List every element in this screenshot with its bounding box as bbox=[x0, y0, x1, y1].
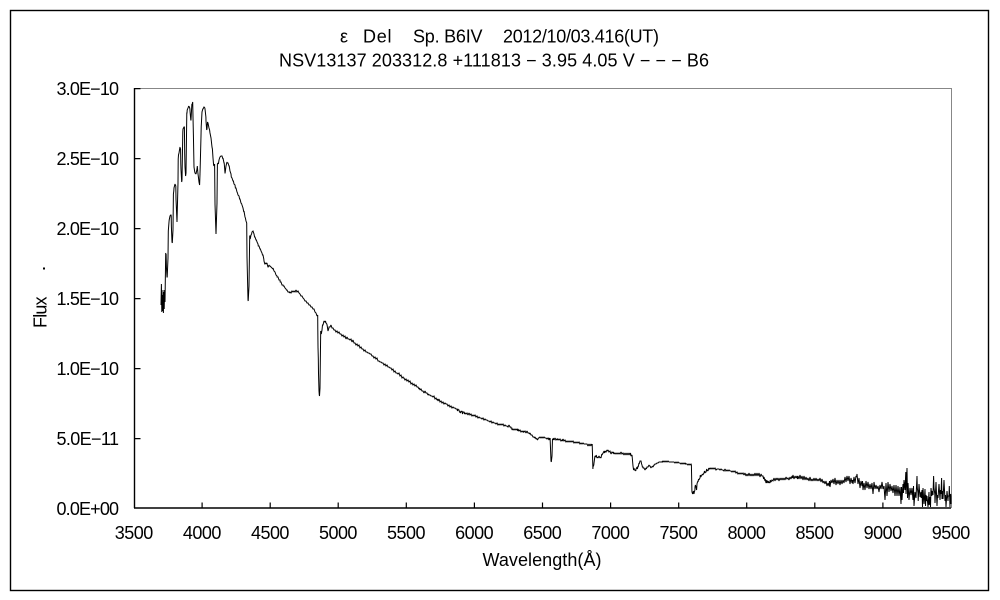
svg-text:0.0E+00: 0.0E+00 bbox=[57, 499, 120, 519]
svg-text:7500: 7500 bbox=[659, 523, 698, 543]
svg-text:5.0E−11: 5.0E−11 bbox=[57, 429, 120, 449]
svg-text:9500: 9500 bbox=[932, 523, 971, 543]
svg-text:3500: 3500 bbox=[115, 523, 154, 543]
svg-text:6500: 6500 bbox=[523, 523, 562, 543]
svg-text:2.5E−10: 2.5E−10 bbox=[57, 149, 120, 169]
svg-text:NSV13137 203312.8 +111813 − 3.: NSV13137 203312.8 +111813 − 3.95 4.05 V … bbox=[279, 51, 709, 71]
svg-text:3.0E−10: 3.0E−10 bbox=[57, 79, 120, 99]
svg-text:8000: 8000 bbox=[727, 523, 766, 543]
svg-text:4000: 4000 bbox=[183, 523, 222, 543]
svg-text:2.0E−10: 2.0E−10 bbox=[57, 219, 120, 239]
svg-text:9000: 9000 bbox=[864, 523, 903, 543]
svg-text:Wavelength(Å): Wavelength(Å) bbox=[483, 550, 602, 570]
svg-text:Flux: Flux bbox=[31, 296, 51, 328]
svg-text:2012/10/03.416(UT): 2012/10/03.416(UT) bbox=[503, 27, 659, 47]
svg-text:7000: 7000 bbox=[591, 523, 630, 543]
svg-text:6000: 6000 bbox=[455, 523, 494, 543]
svg-text:1.5E−10: 1.5E−10 bbox=[57, 289, 120, 309]
svg-text:Sp. B6IV: Sp. B6IV bbox=[413, 27, 483, 47]
svg-text:5000: 5000 bbox=[319, 523, 358, 543]
svg-text:Del: Del bbox=[363, 27, 392, 47]
svg-text:5500: 5500 bbox=[387, 523, 426, 543]
svg-text:1.0E−10: 1.0E−10 bbox=[57, 359, 120, 379]
svg-text:4500: 4500 bbox=[251, 523, 290, 543]
svg-text:8500: 8500 bbox=[796, 523, 835, 543]
svg-text:ε: ε bbox=[340, 27, 348, 47]
